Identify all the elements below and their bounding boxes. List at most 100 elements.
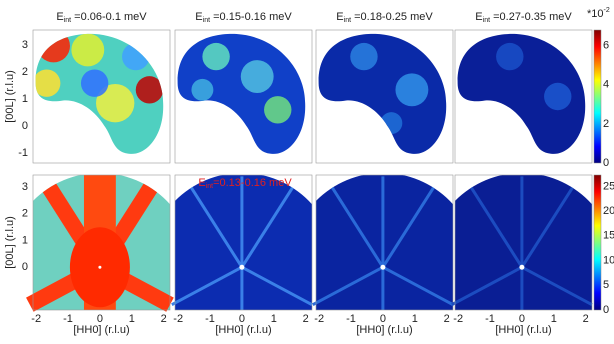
title-rest: =0.15-0.16 meV — [210, 11, 292, 23]
x-axis-label: [HH0] (r.l.u) — [356, 324, 412, 336]
map-blob — [202, 42, 230, 71]
x-tick-label: 0 — [97, 313, 103, 325]
x-axis-label: [HH0] (r.l.u) — [73, 324, 129, 336]
y-axis-label: [00L] (r.l.u) — [4, 70, 16, 123]
map-streak — [241, 265, 313, 306]
map-streak — [381, 186, 436, 269]
colorbar-tick-label: 4 — [603, 79, 609, 91]
x-tick-label: 2 — [303, 313, 309, 325]
colorbar-multiplier: *10-2 — [587, 7, 610, 20]
map-streak — [171, 265, 243, 306]
map-blob — [350, 42, 378, 71]
panel-frame — [454, 174, 593, 311]
panel-frame — [174, 29, 313, 164]
title-main: E — [56, 11, 63, 23]
y-tick-label: 0 — [22, 261, 28, 273]
map-streak — [451, 265, 523, 306]
title-main: E — [336, 11, 343, 23]
title-sub: int — [483, 17, 490, 24]
x-tick-label: -2 — [314, 313, 324, 325]
map-streak — [189, 186, 244, 269]
multiplier-base: *10 — [587, 8, 604, 20]
x-tick-label: 1 — [129, 313, 135, 325]
map-streak — [469, 186, 524, 269]
colorbar-tick-label: 10 — [603, 254, 614, 266]
y-tick-label: 1 — [22, 93, 28, 105]
title-sub: int — [344, 17, 351, 24]
x-tick-label: 1 — [412, 313, 418, 325]
map — [451, 175, 593, 310]
x-tick-label: 0 — [519, 313, 525, 325]
colorbar-tick-label: 25 — [603, 180, 614, 192]
map-blob — [71, 33, 105, 67]
map — [35, 33, 164, 154]
x-tick-label: -1 — [485, 313, 495, 325]
y-tick-label: 2 — [22, 208, 28, 220]
x-tick-label: 2 — [583, 313, 589, 325]
x-tick-label: 1 — [551, 313, 557, 325]
title-main: E — [195, 11, 202, 23]
map-blob — [240, 60, 274, 93]
colorbar-tick-label: 0 — [603, 157, 609, 169]
panel-title: Eint =0.18-0.25 meV — [336, 11, 433, 24]
x-tick-label: 1 — [271, 313, 277, 325]
map-blob — [191, 78, 214, 101]
y-tick-label: -1 — [18, 147, 28, 159]
x-tick-label: -1 — [63, 313, 73, 325]
map-blob — [35, 69, 61, 97]
title-sub: int — [203, 17, 210, 24]
map-blob — [380, 112, 403, 135]
x-tick-label: -2 — [173, 313, 183, 325]
map-streak — [312, 265, 384, 306]
colorbar-tick-label: 15 — [603, 230, 614, 242]
map — [457, 33, 586, 154]
x-tick-label: -2 — [31, 313, 41, 325]
colorbar-tick-label: 2 — [603, 118, 609, 130]
panel-frame — [174, 174, 313, 311]
overlay-label: Eint=0.13-0.16 meV — [198, 177, 292, 190]
title-sub: int — [64, 17, 71, 24]
map-bg — [457, 33, 586, 154]
colorbar-tick-label: 0 — [603, 304, 609, 316]
map-center — [239, 264, 245, 270]
map-blob — [135, 76, 164, 104]
x-tick-label: 0 — [380, 313, 386, 325]
x-tick-label: 2 — [444, 313, 450, 325]
title-rest: =0.27-0.35 meV — [490, 11, 572, 23]
map — [318, 33, 447, 154]
y-axis-label: [00L] (r.l.u) — [4, 216, 16, 269]
y-tick-label: 1 — [22, 234, 28, 246]
x-axis-label: [HH0] (r.l.u) — [495, 324, 551, 336]
y-tick-label: 3 — [22, 39, 28, 51]
y-tick-label: 0 — [22, 120, 28, 132]
map-blob — [544, 82, 572, 111]
colorbar — [593, 29, 602, 164]
panel-title: Eint =0.15-0.16 meV — [195, 11, 292, 24]
map — [26, 175, 174, 312]
colorbar-tick-label: 20 — [603, 205, 614, 217]
multiplier-exponent: -2 — [604, 7, 610, 14]
colorbar-tick-label: 5 — [603, 279, 609, 291]
map-blob — [37, 33, 70, 63]
x-tick-label: 0 — [239, 313, 245, 325]
map-blob — [80, 69, 109, 97]
title-main: E — [475, 11, 482, 23]
map-blob — [122, 42, 150, 71]
map — [312, 175, 454, 310]
panel-frame — [32, 29, 171, 164]
title-rest: =0.18-0.25 meV — [351, 11, 433, 23]
title-rest: =0.06-0.1 meV — [71, 11, 147, 23]
map-streak — [521, 265, 593, 306]
map-bg — [318, 33, 447, 154]
x-tick-label: -1 — [346, 313, 356, 325]
map — [177, 33, 306, 154]
overlay-rest: =0.13-0.16 meV — [213, 177, 292, 189]
map — [171, 175, 313, 310]
panel-frame — [315, 174, 454, 311]
overlay-sub: int — [206, 183, 213, 190]
x-axis-label: [HH0] (r.l.u) — [215, 324, 271, 336]
colorbar-tick-label: 6 — [603, 40, 609, 52]
panel-frame — [315, 29, 454, 164]
overlay-main: E — [198, 177, 205, 189]
